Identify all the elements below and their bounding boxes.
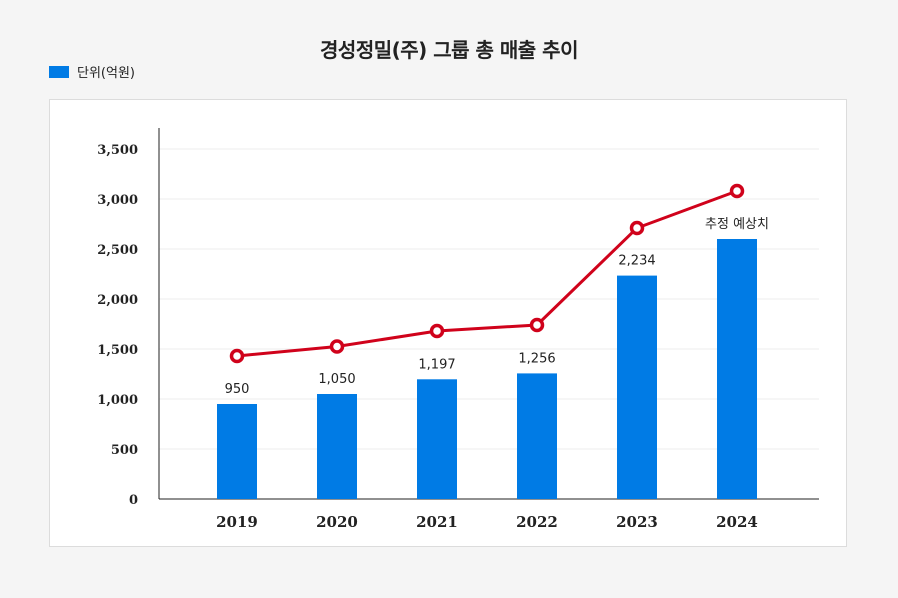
x-tick-label: 2024 — [716, 513, 758, 531]
chart-title: 경성정밀(주) 그룹 총 매출 추이 — [320, 38, 578, 62]
x-tick-label: 2019 — [216, 513, 258, 531]
y-tick-label: 1,000 — [97, 393, 138, 408]
y-tick-label: 3,500 — [97, 143, 138, 158]
trend-point — [329, 339, 345, 354]
x-tick-label: 2022 — [516, 513, 558, 531]
bar — [417, 379, 457, 499]
trend-line — [236, 189, 738, 358]
legend: 단위(억원) — [49, 62, 135, 81]
bar-data-label: 2,234 — [618, 254, 655, 269]
x-tick-label: 2023 — [616, 513, 658, 531]
legend-swatch — [49, 65, 69, 78]
bar — [717, 239, 757, 499]
trend-point — [229, 348, 245, 364]
trend-point — [729, 183, 745, 199]
trend-point — [529, 317, 545, 333]
legend-label: 단위(억원) — [77, 66, 135, 81]
bar-data-label: 1,050 — [318, 372, 355, 387]
bar-data-label: 추정 예상치 — [705, 217, 769, 232]
bar-data-label: 950 — [225, 382, 250, 397]
trend-point — [429, 323, 445, 339]
bar — [617, 275, 657, 499]
y-tick-label: 0 — [129, 493, 138, 508]
y-tick-label: 1,500 — [97, 343, 138, 358]
y-tick-label: 2,500 — [97, 243, 138, 258]
x-tick-label: 2021 — [416, 513, 458, 531]
bar — [517, 373, 557, 499]
y-tick-label: 3,000 — [97, 193, 138, 208]
bar — [317, 394, 357, 499]
bar-data-label: 1,256 — [518, 351, 555, 366]
trend-point — [629, 220, 645, 236]
bar-data-label: 1,197 — [418, 357, 455, 372]
y-tick-label: 500 — [111, 443, 138, 458]
y-tick-label: 2,000 — [97, 293, 138, 308]
bar — [217, 404, 257, 499]
x-tick-label: 2020 — [316, 513, 358, 531]
